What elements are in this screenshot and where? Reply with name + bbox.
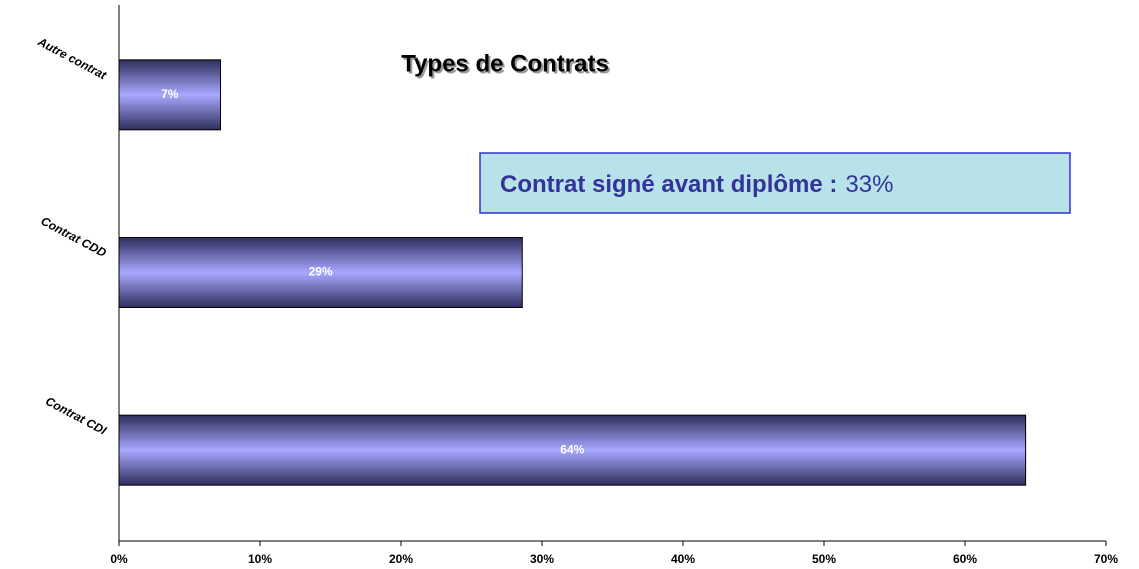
- annotation-box: [479, 152, 1071, 214]
- y-tick-label: Contrat CDI: [43, 394, 109, 438]
- annotation: Contrat signé avant diplôme : 33%: [500, 171, 893, 198]
- x-tick-label: 30%: [530, 552, 554, 566]
- value-label: 29%: [309, 265, 333, 279]
- x-tick-label: 50%: [812, 552, 836, 566]
- annotation-text: Contrat signé avant diplôme :: [500, 171, 837, 198]
- bar: [118, 237, 523, 308]
- value-label: 64%: [560, 442, 584, 456]
- y-tick-label: Contrat CDD: [39, 214, 109, 260]
- bar: [118, 59, 222, 131]
- title-shadow: Types de Contrats: [403, 52, 611, 79]
- y-tick-label: Autre contrat: [35, 34, 110, 83]
- x-tick-label: 20%: [389, 552, 413, 566]
- x-tick-label: 70%: [1094, 552, 1118, 566]
- bar: [118, 414, 1027, 486]
- x-tick-label: 60%: [953, 552, 977, 566]
- x-tick-label: 40%: [671, 552, 695, 566]
- x-tick-label: 0%: [110, 552, 128, 566]
- annotation-value: 33%: [845, 171, 893, 198]
- x-tick-label: 10%: [248, 552, 272, 566]
- chart-title: Types de Contrats: [401, 50, 609, 77]
- value-label: 7%: [161, 87, 179, 101]
